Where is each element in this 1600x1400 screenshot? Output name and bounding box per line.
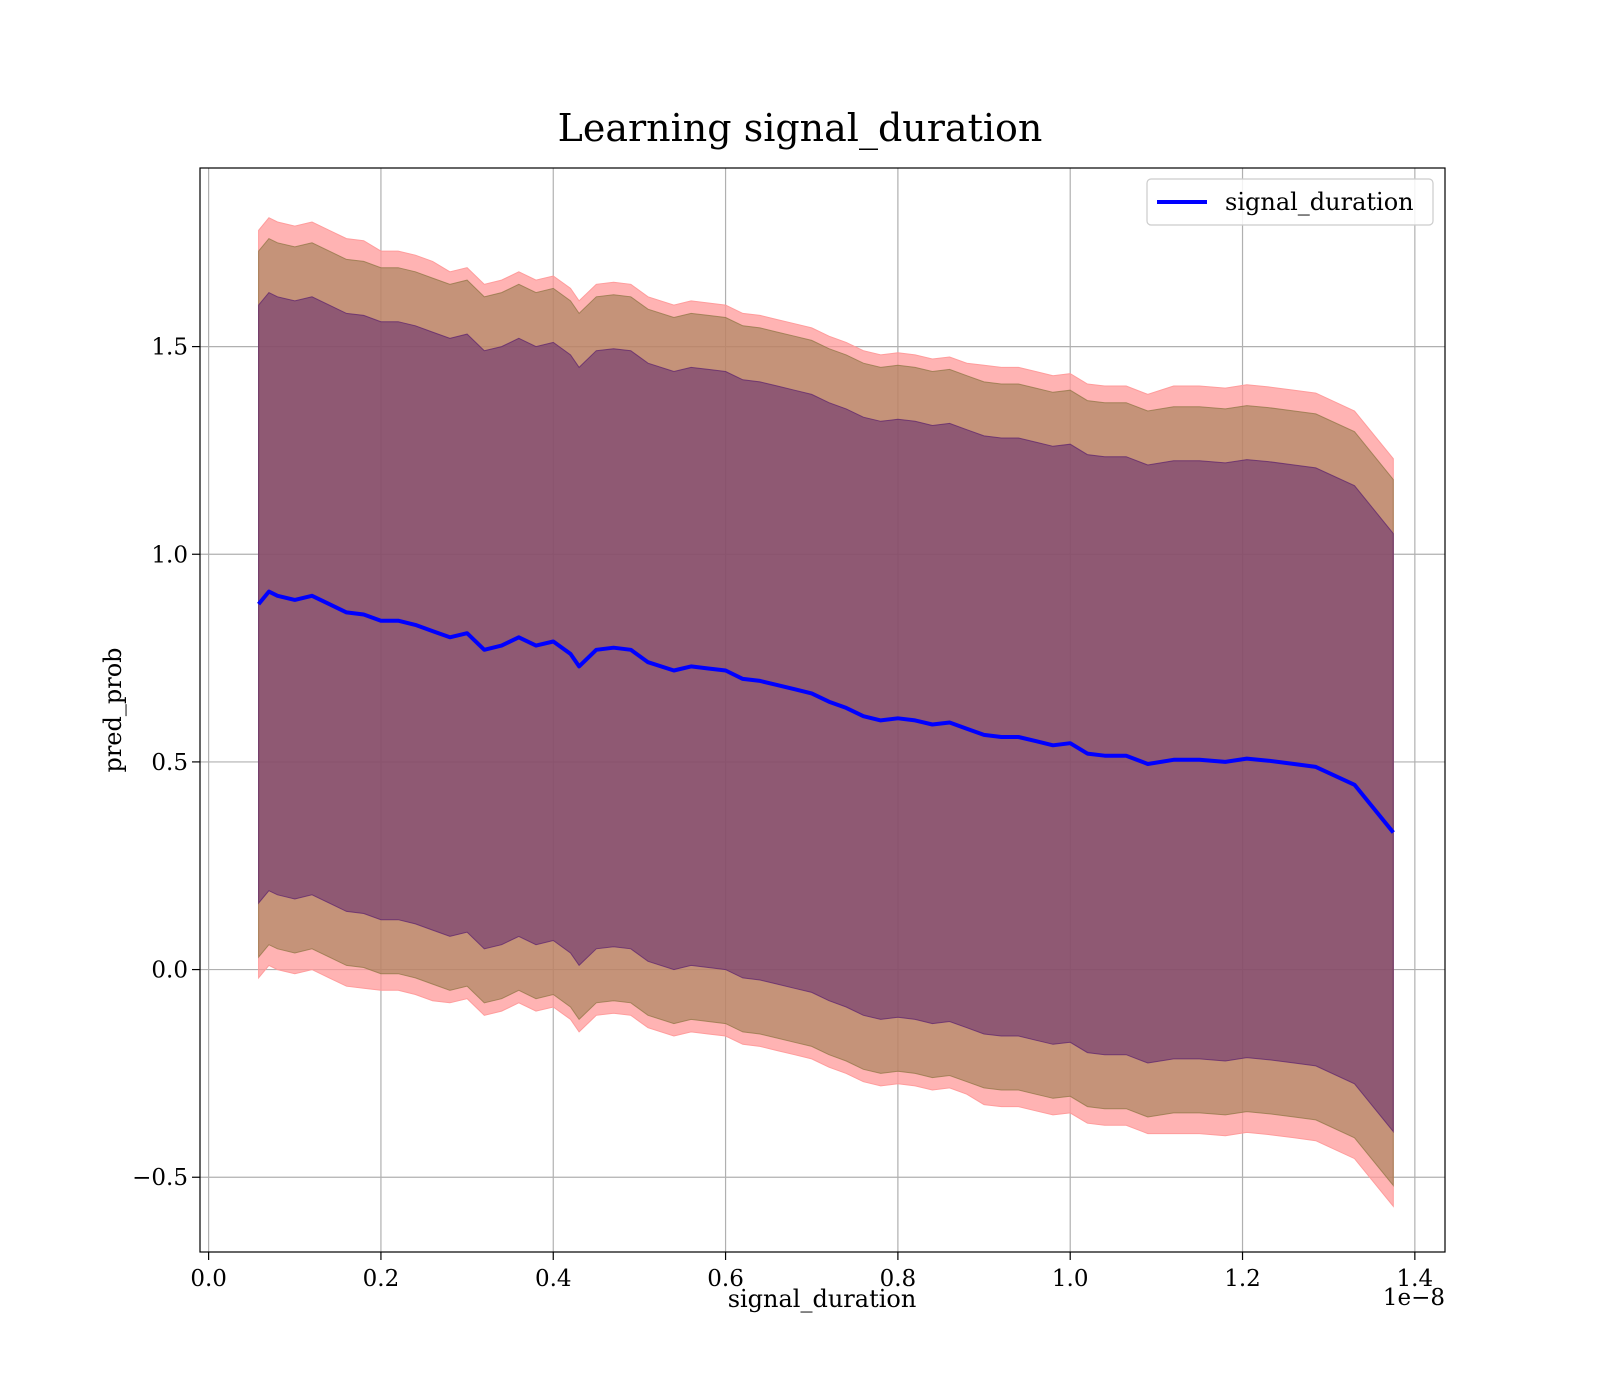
x-tick-label: 0.2 (363, 1266, 400, 1292)
x-offset-label: 1e−8 (1383, 1285, 1445, 1311)
x-tick-label: 0.6 (707, 1266, 744, 1292)
x-tick-label: 0.4 (535, 1266, 572, 1292)
x-tick-label: 0.0 (190, 1266, 227, 1292)
legend: signal_duration (1146, 178, 1434, 226)
y-axis-label: pred_prob (99, 647, 127, 772)
x-tick-label: 1.2 (1224, 1266, 1261, 1292)
series-line (257, 589, 1395, 834)
y-tick-label: −0.5 (132, 1165, 188, 1191)
x-tick-label: 1.4 (1397, 1266, 1434, 1292)
series-lines (257, 589, 1395, 834)
y-tick-label: 1.0 (151, 542, 188, 568)
x-tick-label: 1.0 (1052, 1266, 1089, 1292)
chart-title: Learning signal_duration (558, 106, 1043, 151)
y-tick-label: 1.5 (151, 335, 188, 361)
y-tick-label: 0.5 (151, 750, 188, 776)
band_inner (258, 291, 1394, 1134)
y-tick-label: 0.0 (151, 958, 188, 984)
legend-box (1146, 178, 1434, 226)
confidence-bands (258, 217, 1394, 1208)
x-axis-label: signal_duration (728, 1285, 917, 1313)
plot-frame (199, 167, 1446, 1253)
x-tick-label: 0.8 (880, 1266, 917, 1292)
legend-label: signal_duration (1225, 188, 1414, 216)
axis-ticks: 0.0 0.2 0.4 0.6 0.8 1.0 1.2 1.4 −0.5 0.0 0.5 1.0 1.5 (132, 335, 1433, 1292)
